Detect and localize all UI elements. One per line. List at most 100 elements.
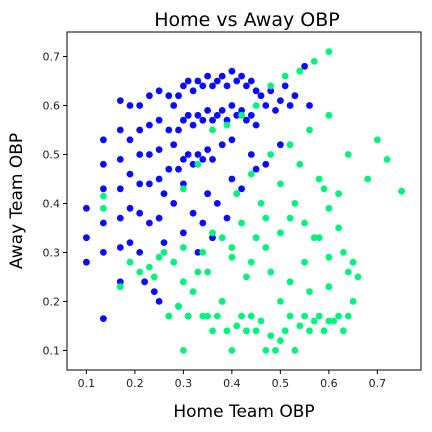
scatter-point [209, 116, 216, 124]
scatter-point [189, 209, 197, 217]
scatter-point [296, 67, 304, 75]
scatter-point [247, 258, 255, 266]
scatter-point [126, 258, 134, 266]
scatter-point [306, 126, 313, 134]
scatter-point [218, 141, 226, 149]
y-tick-label: 0.6 [43, 99, 61, 112]
plot-frame [66, 31, 422, 371]
scatter-point [238, 185, 246, 193]
scatter-point [262, 214, 270, 222]
scatter-point [262, 160, 270, 168]
scatter-point [301, 258, 308, 266]
scatter-point [247, 312, 255, 320]
x-tick-label: 0.1 [78, 377, 96, 390]
scatter-point [233, 111, 241, 119]
scatter-point [228, 67, 236, 75]
chart-title: Home vs Away OBP [154, 9, 339, 31]
scatter-point [155, 253, 163, 261]
scatter-point [238, 107, 246, 114]
scatter-point [136, 180, 144, 188]
scatter-point [223, 82, 231, 90]
scatter-point [209, 156, 216, 163]
scatter-point [252, 165, 260, 173]
scatter-point [325, 317, 333, 325]
scatter-point [126, 102, 134, 109]
x-tick-label: 0.4 [223, 377, 241, 390]
scatter-point [83, 234, 90, 242]
scatter-point [252, 87, 260, 95]
scatter-point [116, 283, 124, 291]
scatter-point [330, 317, 338, 325]
scatter-point [199, 219, 207, 227]
scatter-point [180, 278, 187, 286]
scatter-point [175, 165, 182, 173]
scatter-point [146, 92, 153, 100]
scatter-point [189, 288, 197, 295]
scatter-point [136, 126, 144, 134]
scatter-point [325, 111, 333, 119]
scatter-point [180, 116, 187, 124]
scatter-point [126, 239, 134, 247]
x-axis: 0.1 0.2 0.3 0.4 0.5 0.6 0.7 [78, 370, 386, 390]
x-tick-label: 0.7 [369, 377, 387, 390]
scatter-point [136, 102, 144, 109]
scatter-point [310, 234, 318, 242]
scatter-point [398, 187, 405, 195]
scatter-point [281, 327, 289, 335]
scatter-point [243, 327, 250, 335]
scatter-point [180, 229, 187, 237]
scatter-point [306, 102, 313, 109]
scatter-point [238, 111, 246, 119]
scatter-point [315, 175, 323, 183]
scatter-point [209, 327, 216, 335]
scatter-point [267, 87, 275, 95]
scatter-point [310, 317, 318, 325]
scatter-point [247, 170, 255, 178]
scatter-point [272, 347, 279, 354]
scatter-point [243, 116, 250, 124]
scatter-point [223, 327, 231, 335]
scatter-point [194, 268, 202, 276]
scatter-point [180, 82, 187, 90]
scatter-point [267, 82, 275, 90]
scatter-point [189, 121, 197, 129]
scatter-point [281, 82, 289, 90]
scatter-point [286, 102, 294, 109]
scatter-point [204, 72, 212, 80]
scatter-point [136, 151, 144, 158]
scatter-point [213, 111, 221, 119]
scatter-point [165, 92, 173, 100]
scatter-point [374, 136, 381, 144]
scatter-point [100, 204, 107, 212]
scatter-point [199, 312, 207, 320]
scatter-point [277, 141, 284, 149]
scatter-point [340, 249, 347, 256]
scatter-point [291, 92, 299, 100]
scatter-point [180, 156, 187, 163]
scatter-point [257, 92, 265, 100]
scatter-point [243, 82, 250, 90]
scatter-point [150, 288, 158, 295]
scatter-point [262, 347, 270, 354]
scatter-point [204, 190, 212, 198]
scatter-point [180, 244, 187, 251]
scatter-point [252, 327, 260, 335]
scatter-point [165, 312, 173, 320]
scatter-point [252, 102, 260, 109]
scatter-point [291, 200, 299, 207]
scatter-point [155, 87, 163, 95]
scatter-point [223, 121, 231, 129]
scatter-point [126, 204, 134, 212]
scatter-point [238, 312, 246, 320]
scatter-point [170, 102, 178, 109]
scatter-point [228, 102, 236, 109]
scatter-point [189, 160, 197, 168]
scatter-point [233, 77, 241, 85]
scatter-point [199, 82, 207, 90]
scatter-point [218, 107, 226, 114]
scatter-point [344, 268, 352, 276]
scatter-point [286, 141, 294, 149]
scatter-point [175, 92, 182, 100]
y-axis: 0.1 0.2 0.3 0.4 0.5 0.6 0.7 [43, 50, 67, 357]
scatter-point [100, 219, 107, 227]
